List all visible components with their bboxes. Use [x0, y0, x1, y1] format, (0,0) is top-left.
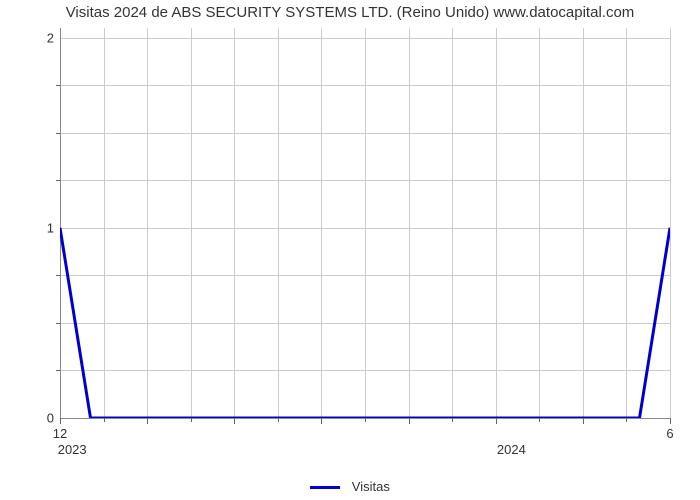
x-tick-label-year: 2023 [58, 442, 87, 457]
x-tick-major [234, 418, 235, 424]
y-tick-label: 0 [24, 411, 54, 426]
x-tick-major [60, 418, 61, 424]
series-line [60, 28, 670, 418]
x-tick-minor [539, 418, 540, 422]
y-tick-minor [56, 370, 60, 371]
x-tick-minor [278, 418, 279, 422]
y-tick-minor [56, 85, 60, 86]
y-tick-minor [56, 323, 60, 324]
x-tick-minor [191, 418, 192, 422]
x-tick-major [147, 418, 148, 424]
x-tick-minor [452, 418, 453, 422]
chart-container: Visitas 2024 de ABS SECURITY SYSTEMS LTD… [0, 0, 700, 500]
x-tick-major [321, 418, 322, 424]
x-tick-label-month: 12 [53, 426, 67, 441]
plot-area [60, 28, 670, 418]
x-tick-major [670, 418, 671, 424]
x-tick-minor [626, 418, 627, 422]
legend-label: Visitas [352, 479, 390, 494]
y-tick-minor [56, 133, 60, 134]
x-tick-minor [365, 418, 366, 422]
y-tick-minor [56, 180, 60, 181]
chart-title: Visitas 2024 de ABS SECURITY SYSTEMS LTD… [0, 4, 700, 21]
legend-swatch [310, 486, 340, 489]
gridline-vertical [670, 28, 671, 418]
legend: Visitas [0, 479, 700, 494]
x-tick-label-year: 2024 [497, 442, 526, 457]
x-tick-major [583, 418, 584, 424]
y-tick-label: 1 [24, 220, 54, 235]
y-tick-minor [56, 275, 60, 276]
y-tick-label: 2 [24, 30, 54, 45]
x-tick-major [496, 418, 497, 424]
x-tick-major [409, 418, 410, 424]
x-tick-label-month: 6 [666, 426, 673, 441]
x-tick-minor [104, 418, 105, 422]
